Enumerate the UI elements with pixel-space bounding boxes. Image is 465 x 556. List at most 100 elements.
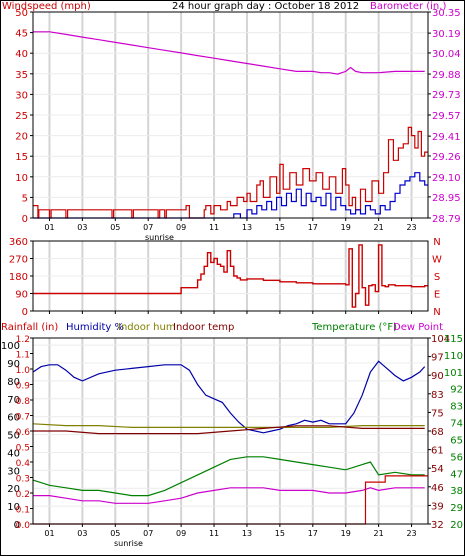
temp-tick-label: 68 xyxy=(431,427,444,438)
wind-tick-label: 45 xyxy=(15,29,28,40)
dew-tick-label: 38 xyxy=(450,486,463,497)
x-tick-label: 19 xyxy=(341,529,351,538)
humidity-tick-label: 70 xyxy=(7,395,20,406)
windspeed-line xyxy=(33,126,428,219)
x-tick-label: 11 xyxy=(209,529,219,538)
rain-tick-label: 0.6 xyxy=(16,428,31,438)
temp-tick-label: 83 xyxy=(431,390,444,401)
x-tick-label: 03 xyxy=(77,223,87,232)
wind-tick-label: 35 xyxy=(15,70,28,81)
compass-tick-label: S xyxy=(434,272,440,283)
chart-title: 24 hour graph day : October 18 2012 xyxy=(172,1,359,12)
x-tick-label: 07 xyxy=(143,223,153,232)
wind-tick-label: 20 xyxy=(15,132,28,143)
barometer-tick-label: 30.19 xyxy=(432,29,461,40)
x-tick-label: 13 xyxy=(242,223,252,232)
wind-tick-label: 40 xyxy=(15,49,28,60)
x-tick-label: 09 xyxy=(176,529,186,538)
wind-direction-line xyxy=(33,244,428,308)
rain-tick-label: 1.2 xyxy=(16,335,30,345)
rain-tick-label: 0.7 xyxy=(16,413,30,423)
dew-tick-label: 101 xyxy=(444,368,463,379)
temp-tick-label: 61 xyxy=(431,446,444,457)
x-tick-label: 07 xyxy=(143,529,153,538)
rain-tick-label: 0.8 xyxy=(16,397,31,407)
temp-tick-label: 97 xyxy=(431,353,444,364)
humidity-tick-label: 80 xyxy=(7,377,20,388)
dew-point-axis-label: Dew Point xyxy=(393,322,443,333)
average-wind-line xyxy=(33,172,428,219)
temperature-axis-label: Temperature (°F) xyxy=(311,322,397,333)
wind-tick-label: 0 xyxy=(22,214,28,225)
x-tick-label: 21 xyxy=(374,223,384,232)
rain-tick-label: 0.4 xyxy=(16,459,31,469)
x-tick-label: 21 xyxy=(374,529,384,538)
barometer-tick-label: 30.04 xyxy=(432,49,461,60)
direction-tick-label: 0 xyxy=(22,307,28,318)
compass-tick-label: N xyxy=(433,307,440,318)
temperature-panel: Rainfall (in) Humidity % Indoor hum Indo… xyxy=(1,322,463,548)
wind-tick-label: 5 xyxy=(22,193,28,204)
x-tick-label: 11 xyxy=(209,223,219,232)
barometer-tick-label: 29.10 xyxy=(432,173,461,184)
wind-panel-ticks: 0 5 10 15 20 25 30 35 40 45 50 28.79 28.95 29.10 29.26… xyxy=(15,8,460,232)
x-tick-label: 13 xyxy=(242,529,252,538)
temperature-line xyxy=(32,456,425,497)
dew-tick-label: 20 xyxy=(450,520,463,531)
compass-tick-label: E xyxy=(434,290,440,301)
barometer-axis-label: Barometer (in.) xyxy=(370,1,446,12)
humidity-tick-label: 20 xyxy=(7,484,20,495)
temp-tick-label: 75 xyxy=(431,408,444,419)
dew-tick-label: 110 xyxy=(444,351,463,362)
wind-tick-label: 30 xyxy=(15,90,28,101)
x-tick-label: 03 xyxy=(77,529,87,538)
dew-tick-label: 74 xyxy=(450,419,463,430)
rain-tick-label: 0.5 xyxy=(16,444,30,454)
rain-tick-label: 0.1 xyxy=(16,506,30,516)
indoor-temp-label: Indoor temp xyxy=(173,322,234,333)
rain-tick-label: 1.0 xyxy=(16,366,31,376)
temp-tick-label: 32 xyxy=(431,520,444,531)
x-tick-label: 05 xyxy=(110,529,120,538)
barometer-tick-label: 30.35 xyxy=(432,8,461,19)
humidity-tick-label: 10 xyxy=(7,502,20,513)
dew-tick-label: 29 xyxy=(450,503,463,514)
rain-tick-label: 0.0 xyxy=(16,521,31,531)
humidity-tick-label: 40 xyxy=(7,448,20,459)
wind-tick-label: 50 xyxy=(15,8,28,19)
barometer-tick-label: 29.26 xyxy=(432,152,461,163)
direction-panel: 0 N 90 E 180 S 270 W 360 N xyxy=(9,237,442,318)
wind-panel: 0 5 10 15 20 25 30 35 40 45 50 28.79 28.95 29.10 29.26… xyxy=(2,1,461,242)
barometer-tick-label: 29.88 xyxy=(432,70,461,81)
wind-axis-label: Windspeed (mph) xyxy=(2,1,91,12)
barometer-tick-label: 28.79 xyxy=(432,214,461,225)
barometer-tick-label: 29.41 xyxy=(432,132,461,143)
x-tick-label: 19 xyxy=(341,223,351,232)
barometer-tick-label: 29.73 xyxy=(432,90,461,101)
wind-tick-label: 25 xyxy=(15,111,28,122)
humidity-axis-label: Humidity % xyxy=(66,322,124,333)
x-tick-label: 23 xyxy=(406,529,416,538)
humidity-tick-label: 90 xyxy=(7,359,20,370)
x-tick-label: 15 xyxy=(275,223,285,232)
wind-panel-series xyxy=(33,31,428,219)
rain-tick-label: 0.2 xyxy=(16,490,30,500)
x-tick-label: 09 xyxy=(176,223,186,232)
barometer-tick-label: 28.95 xyxy=(432,193,461,204)
humidity-tick-label: 50 xyxy=(7,431,20,442)
barometer-tick-label: 29.57 xyxy=(432,111,461,122)
direction-tick-label: 90 xyxy=(15,290,28,301)
dew-tick-label: 92 xyxy=(450,385,463,396)
temperature-panel-series xyxy=(32,360,428,525)
wind-tick-label: 10 xyxy=(15,173,28,184)
humidity-tick-label: 60 xyxy=(7,413,20,424)
x-tick-label: 01 xyxy=(44,529,54,538)
rain-tick-label: 1.1 xyxy=(16,351,30,361)
temp-tick-label: 46 xyxy=(431,483,444,494)
temp-tick-label: 104 xyxy=(431,334,450,345)
x-tick-label: 01 xyxy=(44,223,54,232)
humidity-tick-label: 100 xyxy=(1,341,20,352)
dew-point-line xyxy=(33,487,425,504)
